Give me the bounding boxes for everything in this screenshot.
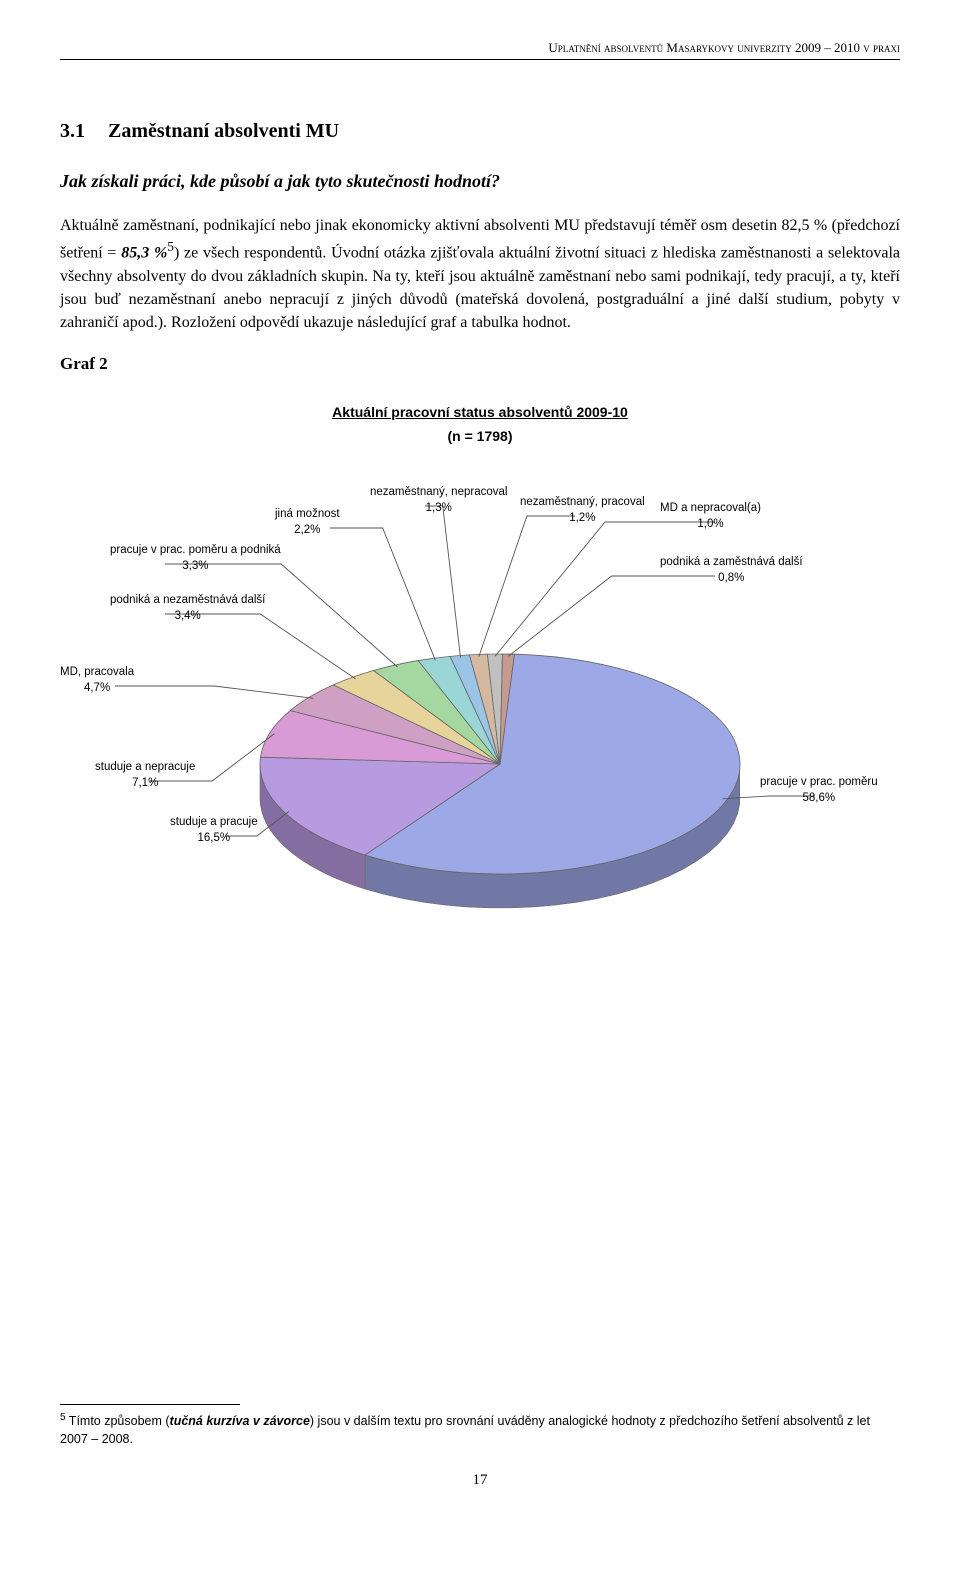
p1-b: 85,3 %	[121, 245, 167, 262]
chart-subtitle: (n = 1798)	[60, 428, 900, 444]
callout-studuje-prac: studuje a pracuje16,5%	[170, 814, 258, 846]
section-heading: 3.1 Zaměstnaní absolventi MU	[60, 120, 900, 143]
callout-nez-nepracoval: nezaměstnaný, nepracoval1,3%	[370, 484, 507, 516]
callout-podnika-zam: podniká a zaměstnává další0,8%	[660, 554, 803, 586]
callout-md-nepracoval: MD a nepracoval(a)1,0%	[660, 500, 761, 532]
section-subheading: Jak získali práci, kde působí a jak tyto…	[60, 171, 900, 192]
footnote-a: Tímto způsobem (	[66, 1414, 170, 1428]
callout-podnika-nezam: podniká a nezaměstnává další3,4%	[110, 592, 265, 624]
callout-nez-pracoval: nezaměstnaný, pracoval1,2%	[520, 494, 645, 526]
callout-jina: jiná možnost2,2%	[275, 506, 340, 538]
footnote-rule	[60, 1404, 240, 1405]
p1-sup: 5	[167, 239, 174, 254]
callout-md-pracovala: MD, pracovala4,7%	[60, 664, 134, 696]
running-header: Uplatnění absolventů Masarykovy univerzi…	[60, 40, 900, 60]
callout-prac-pomer: pracuje v prac. poměru58,6%	[760, 774, 878, 806]
graf-label: Graf 2	[60, 354, 900, 374]
chart-area: nezaměstnaný, nepracoval1,3% nezaměstnan…	[60, 484, 900, 984]
page: Uplatnění absolventů Masarykovy univerzi…	[0, 0, 960, 1585]
callout-studuje-neprac: studuje a nepracuje7,1%	[95, 759, 195, 791]
body-paragraph-1: Aktuálně zaměstnaní, podnikající nebo ji…	[60, 214, 900, 334]
chart-title: Aktuální pracovní status absolventů 2009…	[60, 404, 900, 420]
footnote-b: tučná kurzíva v závorce	[170, 1414, 310, 1428]
footnote: 5 Tímto způsobem (tučná kurzíva v závorc…	[60, 1411, 900, 1448]
page-number: 17	[60, 1472, 900, 1489]
section-number: 3.1	[60, 120, 85, 142]
section-title: Zaměstnaní absolventi MU	[108, 120, 339, 142]
callout-prac-podnika: pracuje v prac. poměru a podniká3,3%	[110, 542, 281, 574]
chart-container: Aktuální pracovní status absolventů 2009…	[60, 404, 900, 984]
p1-d: ) ze všech respondentů. Úvodní otázka zj…	[60, 245, 900, 332]
